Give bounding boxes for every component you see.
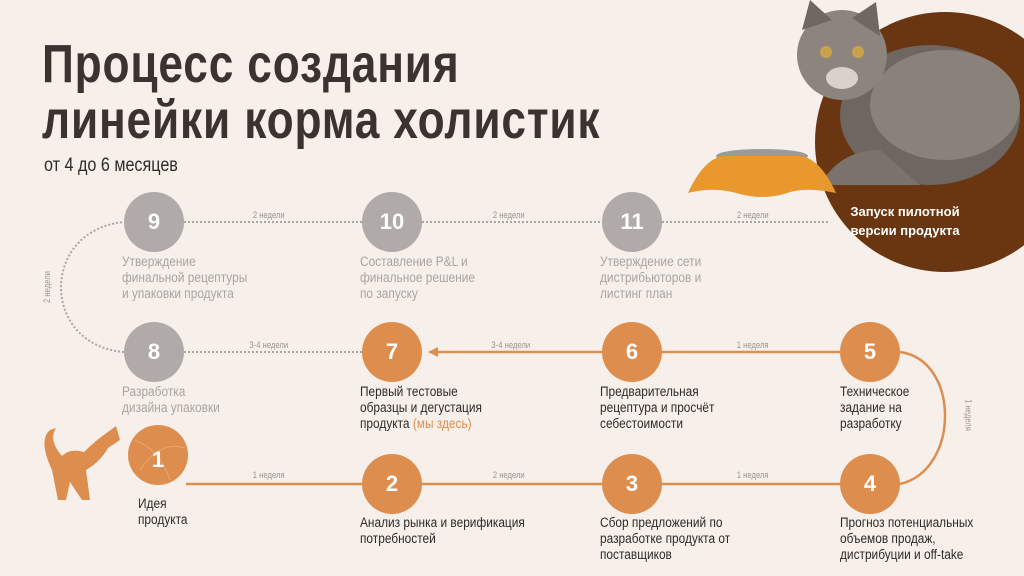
step-label-3: Сбор предложений по разработке продукта …	[600, 515, 731, 562]
duration-1-2: 1 неделя	[252, 470, 285, 480]
step-label-7: Первый тестовые образцы и дегустация про…	[360, 384, 482, 431]
duration-11-launch: 2 недели	[736, 210, 769, 220]
step-label-5: Техническое задание на разработку	[840, 384, 910, 431]
cat-photo	[797, 0, 1020, 185]
step-node-6[interactable]: 6	[602, 322, 662, 382]
step-label-10: Составление P&L и финальное решение по з…	[360, 254, 475, 301]
step-node-8[interactable]: 8	[124, 322, 184, 382]
step-label-6: Предварительная рецептура и просчёт себе…	[600, 384, 715, 431]
duration-6-7: 3-4 недели	[491, 340, 531, 350]
step-node-3[interactable]: 3	[602, 454, 662, 514]
step-node-5[interactable]: 5	[840, 322, 900, 382]
duration-5-6: 1 неделя	[736, 340, 769, 350]
duration-3-4: 1 неделя	[736, 470, 769, 480]
connector-4-5	[899, 350, 947, 486]
connector-8-9	[60, 221, 125, 353]
duration-10-11: 2 недели	[492, 210, 525, 220]
step-node-4[interactable]: 4	[840, 454, 900, 514]
yarn-ball-icon	[128, 425, 188, 485]
step-label-2: Анализ рынка и верификация потребностей	[360, 515, 525, 546]
step-label-8: Разработка дизайна упаковки	[122, 384, 220, 415]
step-label-11: Утверждение сети дистрибьюторов и листин…	[600, 254, 702, 301]
step-label-9: Утверждение финальной рецептуры и упаков…	[122, 254, 248, 301]
subtitle: от 4 до 6 месяцев	[44, 155, 178, 176]
step-label-1: Идея продукта	[138, 496, 188, 527]
duration-7-8: 3-4 недели	[249, 340, 289, 350]
launch-label: Запуск пилотной версии продукта	[850, 204, 960, 238]
step-node-9[interactable]: 9	[124, 192, 184, 252]
step-label-4: Прогноз потенциальных объемов продаж, ди…	[840, 515, 974, 562]
page-title: Процесс создания линейки корма холистик	[42, 34, 601, 150]
duration-2-3: 2 недели	[492, 470, 525, 480]
cat-silhouette-icon	[44, 426, 120, 500]
step-node-2[interactable]: 2	[362, 454, 422, 514]
food-bowl	[688, 149, 836, 197]
step-node-11[interactable]: 11	[602, 192, 662, 252]
step-node-7[interactable]: 7	[362, 322, 422, 382]
arrow-head	[428, 347, 438, 357]
duration-9-10: 2 недели	[252, 210, 285, 220]
current-step-marker: (мы здесь)	[412, 416, 472, 431]
step-node-1[interactable]: 1	[151, 447, 165, 472]
duration-4-5: 1 неделя	[963, 399, 974, 431]
step-node-10[interactable]: 10	[362, 192, 422, 252]
duration-8-9: 2 недели	[41, 271, 52, 303]
